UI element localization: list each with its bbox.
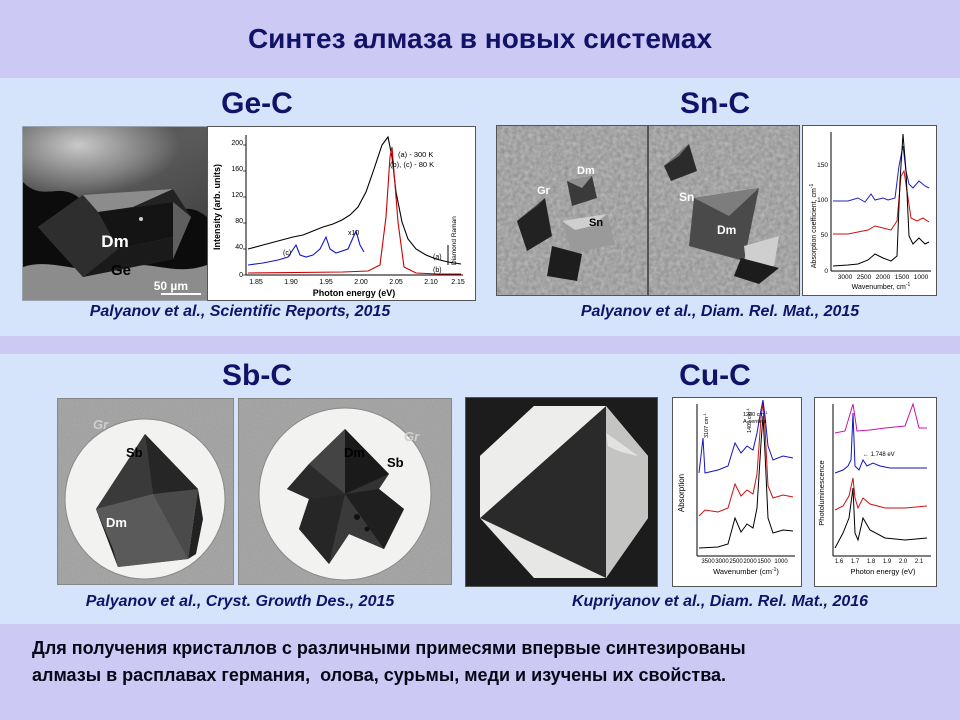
svg-text:0: 0 [824,268,828,275]
svg-text:Sb: Sb [387,455,404,470]
svg-text:Gr: Gr [404,429,420,444]
svg-text:2.15: 2.15 [451,279,465,286]
svg-text:150: 150 [817,162,828,169]
svg-text:1.7: 1.7 [851,559,860,565]
svg-text:Dm: Dm [577,165,595,177]
svg-text:2000: 2000 [743,559,757,565]
svg-text:Absorption coefficient, cm-1: Absorption coefficient, cm-1 [809,184,818,269]
svg-text:1.9: 1.9 [883,559,892,565]
svg-text:50 µm: 50 µm [154,279,188,293]
svg-text:(b), (c) - 80 K: (b), (c) - 80 K [390,160,434,169]
svg-text:Dm: Dm [106,515,127,530]
svg-text:← 1.748 eV: ← 1.748 eV [863,452,895,458]
svg-text:Wavenumber, cm-1: Wavenumber, cm-1 [852,282,911,291]
svg-text:Absorption: Absorption [677,474,686,512]
svg-text:1.90: 1.90 [284,279,298,286]
svg-text:200: 200 [231,140,243,147]
svg-text:Diamond Raman: Diamond Raman [451,216,458,265]
svg-text:Photon energy (eV): Photon energy (eV) [850,567,916,576]
svg-text:Intensity (arb. units): Intensity (arb. units) [212,164,222,250]
svg-text:Dm: Dm [101,232,128,251]
svg-text:2.10: 2.10 [424,279,438,286]
svg-text:3107 cm-1: 3107 cm-1 [702,413,711,438]
svg-text:Photon energy (eV): Photon energy (eV) [313,288,396,298]
svg-text:160: 160 [231,166,243,173]
svg-text:1500: 1500 [757,559,771,565]
svg-text:2500: 2500 [857,274,872,281]
svg-text:Dm: Dm [344,445,365,460]
svg-text:Gr: Gr [93,417,109,432]
svg-text:1000: 1000 [774,559,788,565]
svg-text:1.8: 1.8 [867,559,876,565]
svg-text:(a) - 300 K: (a) - 300 K [398,150,433,159]
svg-text:(b): (b) [433,267,442,274]
svg-text:2500: 2500 [729,559,743,565]
svg-text:100: 100 [817,197,828,204]
svg-text:Photoluminescence: Photoluminescence [817,460,826,525]
svg-text:Sb: Sb [126,445,143,460]
svg-text:Gr: Gr [537,185,551,197]
svg-text:(a): (a) [433,254,442,261]
svg-text:Dm: Dm [717,223,736,237]
svg-text:2.05: 2.05 [389,279,403,286]
svg-text:1.95: 1.95 [319,279,333,286]
svg-text:Ge: Ge [111,262,131,279]
svg-text:Sn: Sn [589,217,603,229]
svg-text:Wavenumber (cm-1): Wavenumber (cm-1) [713,567,779,576]
svg-text:1500: 1500 [895,274,910,281]
svg-text:2000: 2000 [876,274,891,281]
svg-text:3500: 3500 [701,559,715,565]
svg-text:(c): (c) [283,250,291,257]
svg-text:0: 0 [239,272,243,279]
svg-text:40: 40 [235,244,243,251]
svg-text:2.1: 2.1 [915,559,924,565]
svg-text:1.6: 1.6 [835,559,844,565]
svg-text:1000: 1000 [914,274,929,281]
svg-text:Sn: Sn [679,190,694,204]
svg-text:1.85: 1.85 [249,279,263,286]
svg-text:50: 50 [821,232,829,239]
svg-text:3000: 3000 [715,559,729,565]
svg-text:x10: x10 [348,230,359,237]
svg-text:2.00: 2.00 [354,279,368,286]
svg-text:2.0: 2.0 [899,559,908,565]
svg-text:80: 80 [235,218,243,225]
svg-text:120: 120 [231,192,243,199]
svg-text:3000: 3000 [838,274,853,281]
